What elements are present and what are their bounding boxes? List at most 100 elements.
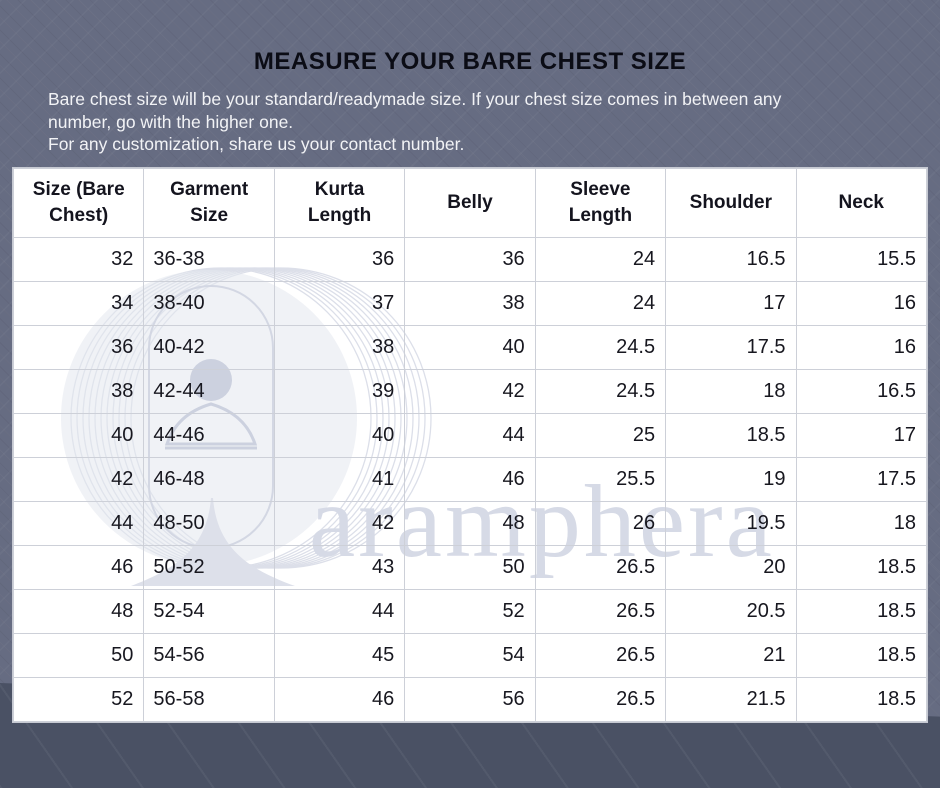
table-cell: 19.5 [665, 501, 797, 546]
table-cell: 46-48 [143, 457, 275, 502]
column-header: Neck [795, 168, 928, 238]
table-cell: 26.5 [534, 545, 667, 590]
table-cell: 52-54 [143, 589, 275, 634]
column-header: Belly [404, 168, 536, 238]
column-header: Kurta Length [273, 168, 406, 238]
table-row: 44 48-50 42 48 26 19.5 18 [12, 501, 928, 546]
table-cell: 46 [404, 457, 536, 502]
table-cell: 18 [795, 501, 928, 546]
table-row: 42 46-48 41 46 25.5 19 17.5 [12, 457, 928, 502]
subtitle-line-2: number, go with the higher one. [48, 111, 294, 132]
table-cell: 39 [273, 369, 406, 414]
table-cell: 36-38 [143, 237, 275, 282]
table-cell: 17 [795, 413, 928, 458]
table-cell: 46 [273, 677, 406, 722]
table-cell: 44-46 [143, 413, 275, 458]
size-chart-table: Size (Bare Chest) Garment Size Kurta Lengt… [12, 168, 928, 722]
table-cell: 24 [534, 237, 667, 282]
column-header: Size (Bare Chest) [12, 168, 145, 238]
table-cell: 40 [273, 413, 406, 458]
table-cell: 45 [273, 633, 406, 678]
table-cell: 17.5 [795, 457, 928, 502]
table-row: 38 42-44 39 42 24.5 18 16.5 [12, 369, 928, 414]
table-cell: 18.5 [795, 545, 928, 590]
table-cell: 56 [404, 677, 536, 722]
table-cell: 48 [12, 589, 145, 634]
table-cell: 21.5 [665, 677, 797, 722]
subtitle-line-1: Bare chest size will be your standard/re… [48, 89, 782, 109]
table-cell: 17.5 [665, 325, 797, 370]
size-chart-table-container: aramphera Size (Bare Chest) Garment Size K… [12, 167, 928, 723]
table-cell: 48 [404, 501, 536, 546]
table-cell: 24.5 [534, 325, 667, 370]
table-cell: 15.5 [795, 237, 928, 282]
table-cell: 50 [12, 633, 145, 678]
table-cell: 20.5 [665, 589, 797, 634]
table-header-row: Size (Bare Chest) Garment Size Kurta Lengt… [12, 168, 928, 238]
table-cell: 50-52 [143, 545, 275, 590]
table-row: 40 44-46 40 44 25 18.5 17 [12, 413, 928, 458]
table-cell: 52 [404, 589, 536, 634]
table-cell: 32 [12, 237, 145, 282]
table-cell: 42 [273, 501, 406, 546]
page-title: MEASURE YOUR BARE CHEST SIZE [253, 48, 687, 75]
table-cell: 54-56 [143, 633, 275, 678]
table-cell: 38 [404, 281, 536, 326]
table-cell: 19 [665, 457, 797, 502]
table-cell: 18.5 [795, 589, 928, 634]
table-row: 52 56-58 46 56 26.5 21.5 18.5 [12, 677, 928, 722]
table-cell: 50 [404, 545, 536, 590]
column-header: Sleeve Length [534, 168, 667, 238]
table-cell: 42 [12, 457, 145, 502]
table-cell: 42 [404, 369, 536, 414]
table-row: 48 52-54 44 52 26.5 20.5 18.5 [12, 589, 928, 634]
table-cell: 36 [273, 237, 406, 282]
table-cell: 24 [534, 281, 667, 326]
table-cell: 36 [404, 237, 536, 282]
table-cell: 18.5 [665, 413, 797, 458]
table-cell: 38 [273, 325, 406, 370]
table-row: 32 36-38 36 36 24 16.5 15.5 [12, 237, 928, 282]
subtitle-text: Bare chest size will be your standard/re… [48, 88, 892, 156]
table-row: 50 54-56 45 54 26.5 21 18.5 [12, 633, 928, 678]
table-cell: 26.5 [534, 677, 667, 722]
table-row: 34 38-40 37 38 24 17 16 [12, 281, 928, 326]
table-cell: 20 [665, 545, 797, 590]
table-cell: 42-44 [143, 369, 275, 414]
table-cell: 36 [12, 325, 145, 370]
table-cell: 37 [273, 281, 406, 326]
column-header: Garment Size [143, 168, 275, 238]
table-row: 46 50-52 43 50 26.5 20 18.5 [12, 545, 928, 590]
table-cell: 41 [273, 457, 406, 502]
table-cell: 38 [12, 369, 145, 414]
table-cell: 44 [273, 589, 406, 634]
table-cell: 18 [665, 369, 797, 414]
table-row: 36 40-42 38 40 24.5 17.5 16 [12, 325, 928, 370]
table-cell: 24.5 [534, 369, 667, 414]
table-cell: 44 [12, 501, 145, 546]
table-cell: 48-50 [143, 501, 275, 546]
table-cell: 16 [795, 325, 928, 370]
table-cell: 46 [12, 545, 145, 590]
table-cell: 40 [12, 413, 145, 458]
table-cell: 40 [404, 325, 536, 370]
table-cell: 26.5 [534, 633, 667, 678]
column-header: Shoulder [665, 168, 797, 238]
table-cell: 16 [795, 281, 928, 326]
table-cell: 56-58 [143, 677, 275, 722]
table-cell: 18.5 [795, 633, 928, 678]
table-cell: 43 [273, 545, 406, 590]
table-cell: 18.5 [795, 677, 928, 722]
subtitle-line-3: For any customization, share us your con… [48, 134, 465, 154]
table-cell: 16.5 [795, 369, 928, 414]
table-cell: 44 [404, 413, 536, 458]
table-cell: 21 [665, 633, 797, 678]
table-cell: 40-42 [143, 325, 275, 370]
table-cell: 17 [665, 281, 797, 326]
table-cell: 16.5 [665, 237, 797, 282]
table-cell: 34 [12, 281, 145, 326]
table-cell: 52 [12, 677, 145, 722]
table-cell: 25.5 [534, 457, 667, 502]
table-cell: 38-40 [143, 281, 275, 326]
